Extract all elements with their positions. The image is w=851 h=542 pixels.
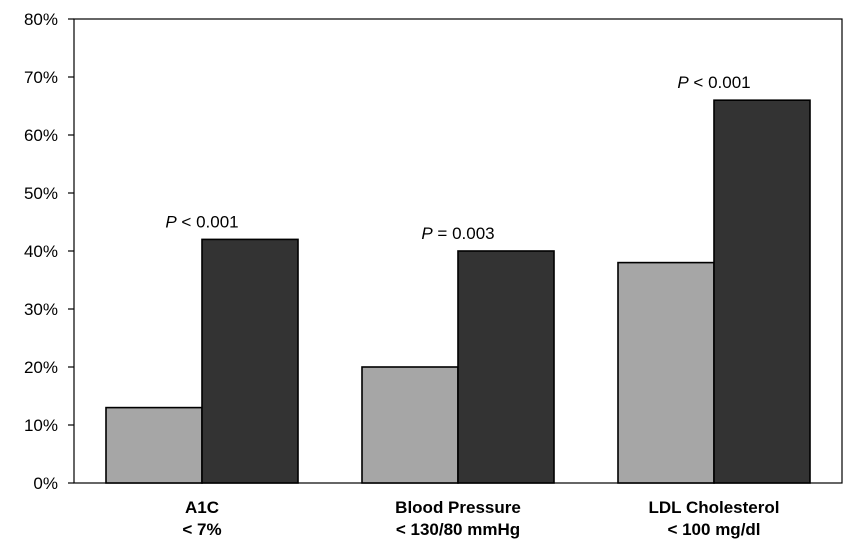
bar-series1-2 xyxy=(361,366,459,484)
bar-series2-1 xyxy=(201,238,299,484)
y-tick-label: 60% xyxy=(24,126,58,145)
y-tick-label: 70% xyxy=(24,68,58,87)
p-value-annotation: P < 0.001 xyxy=(165,212,238,231)
category-sublabel: < 7% xyxy=(182,520,221,539)
chart-labels: A1C < 7% P < 0.001 Blood Pressure < 130/80 m… xyxy=(165,73,779,539)
category-sublabel: < 130/80 mmHg xyxy=(396,520,520,539)
y-tick-label: 10% xyxy=(24,416,58,435)
category-sublabel: < 100 mg/dl xyxy=(667,520,760,539)
p-value-annotation: P < 0.001 xyxy=(677,73,750,92)
y-tick-label: 80% xyxy=(24,10,58,29)
y-tick-label: 50% xyxy=(24,184,58,203)
category-label: LDL Cholesterol xyxy=(649,498,780,517)
y-tick-label: 30% xyxy=(24,300,58,319)
bar-series2-3 xyxy=(713,99,811,484)
p-value-annotation: P = 0.003 xyxy=(421,224,494,243)
bar-series1-1 xyxy=(105,406,203,484)
bar-series2-2 xyxy=(457,250,555,484)
bar-series1-3 xyxy=(617,261,715,484)
chart-bars xyxy=(105,99,811,484)
y-tick-label: 20% xyxy=(24,358,58,377)
category-label: A1C xyxy=(185,498,219,517)
category-label: Blood Pressure xyxy=(395,498,521,517)
y-tick-label: 0% xyxy=(33,474,58,493)
y-tick-label: 40% xyxy=(24,242,58,261)
